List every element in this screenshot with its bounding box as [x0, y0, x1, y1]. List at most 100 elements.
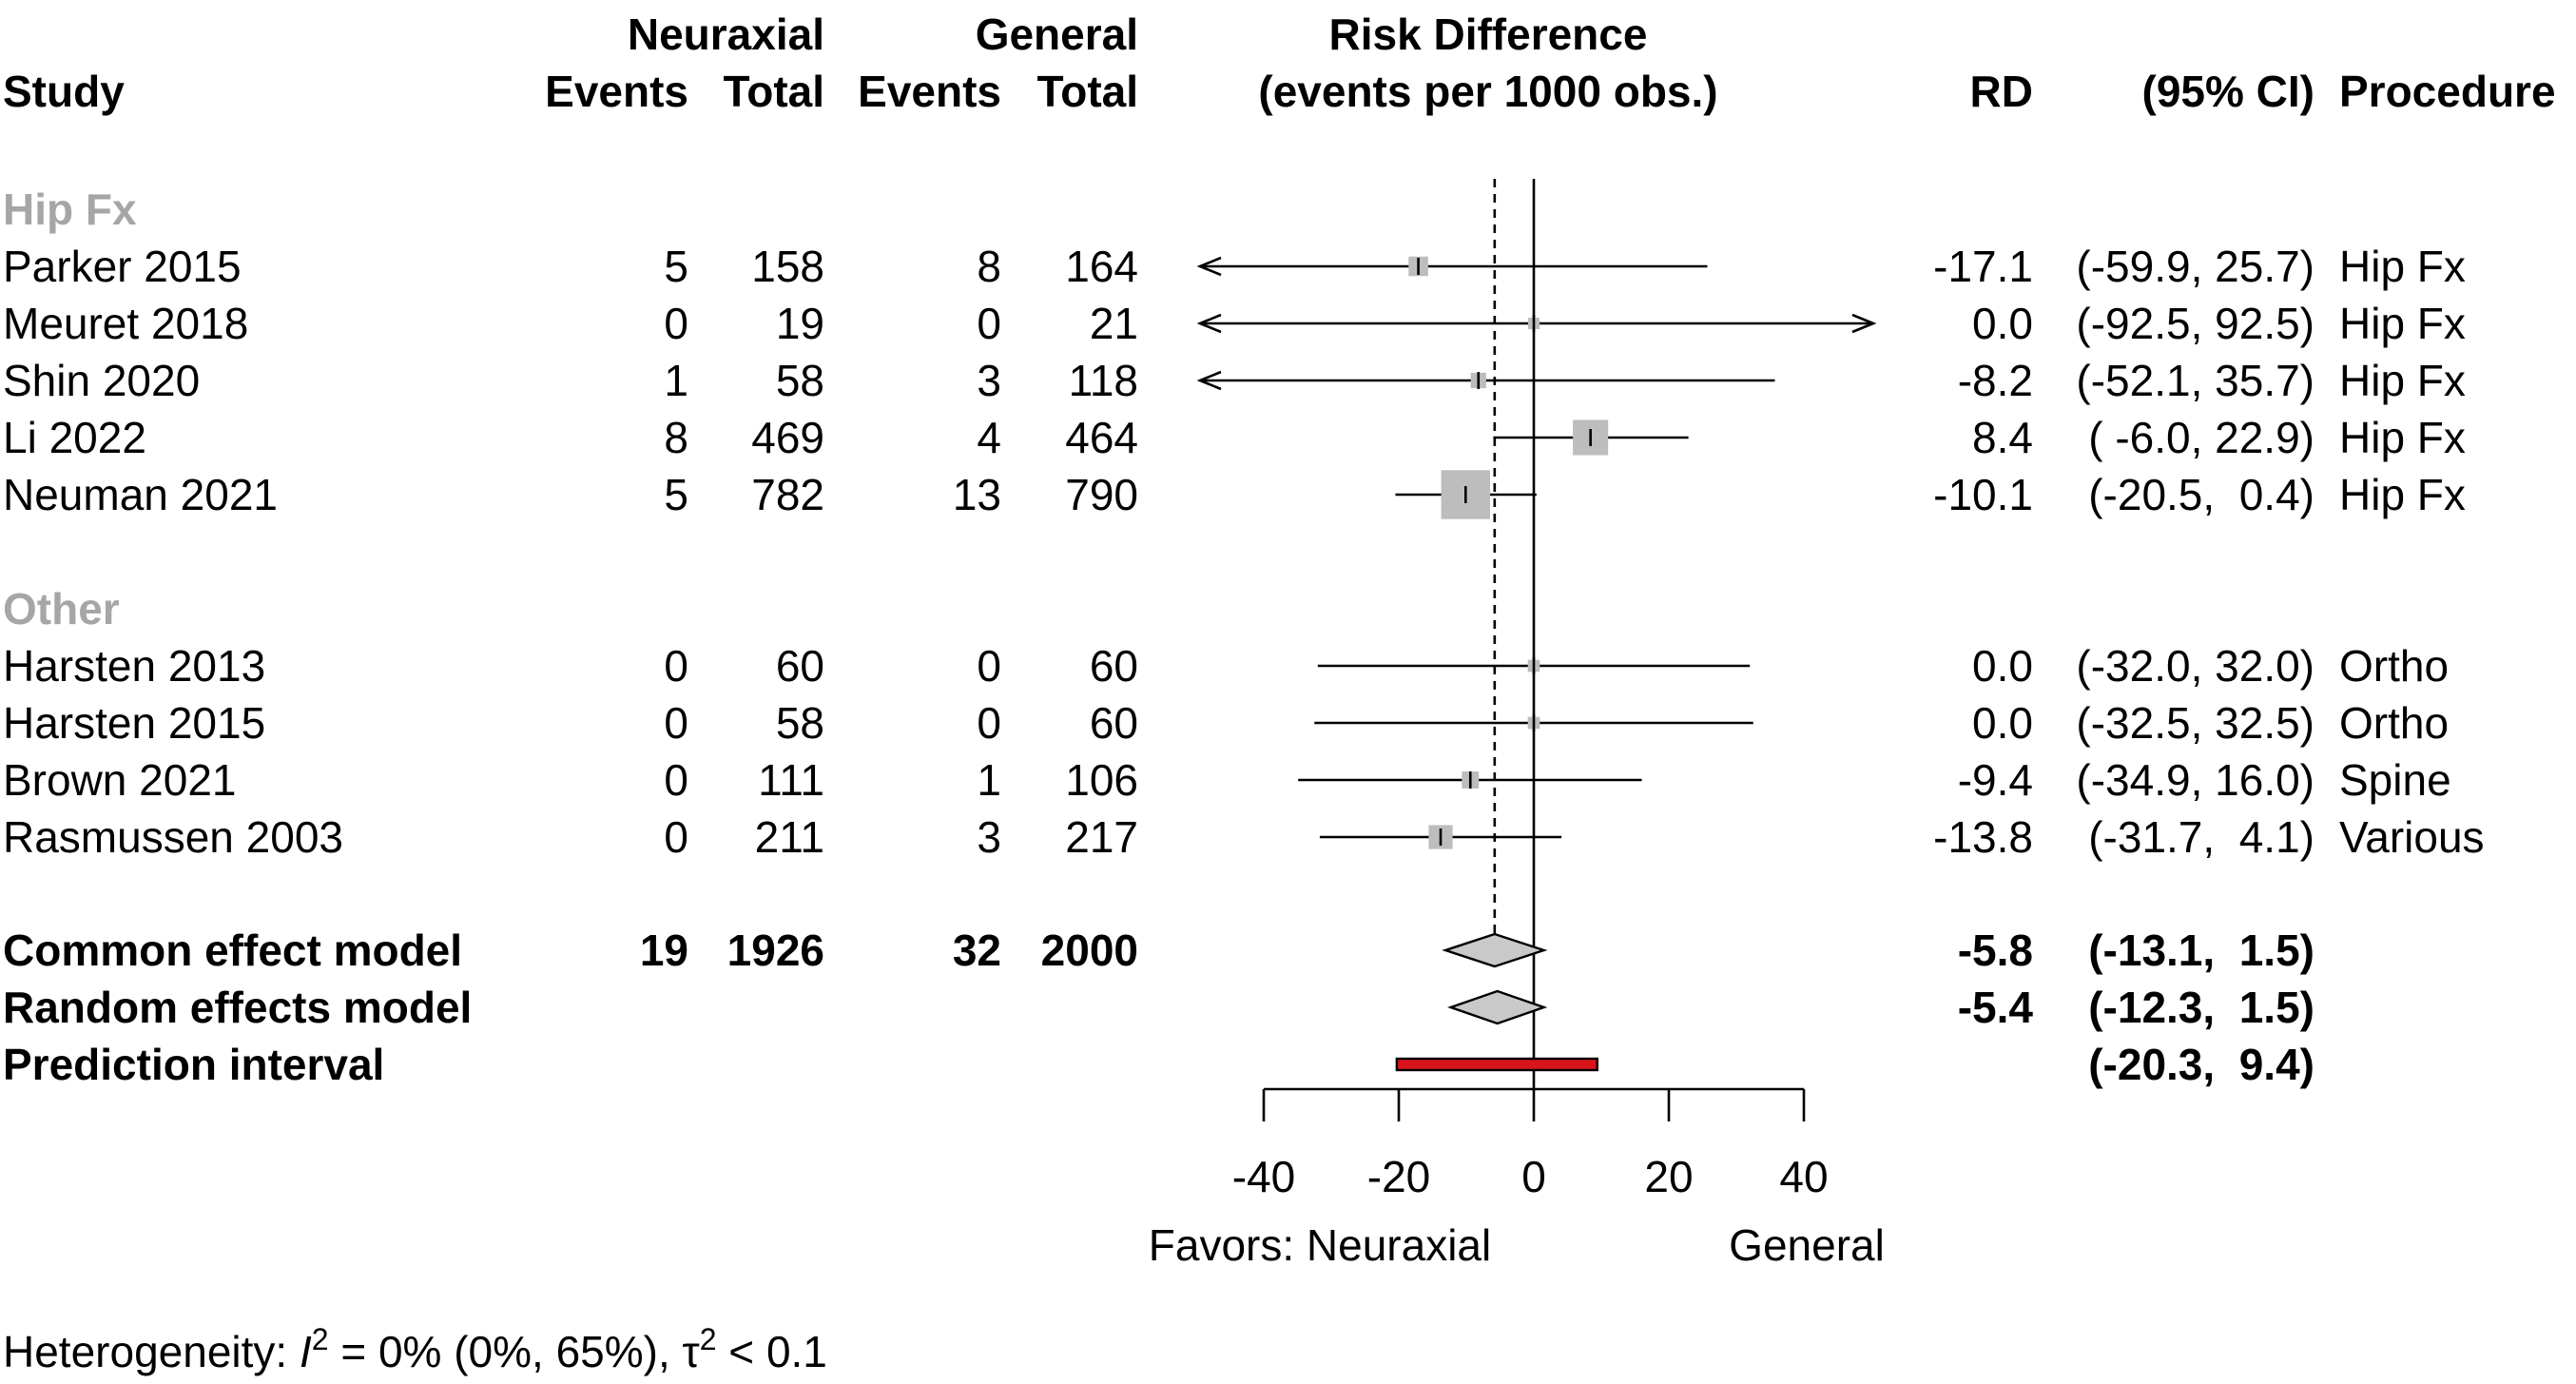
total-general: 60: [1090, 641, 1138, 691]
favors-right-label: General: [1729, 1220, 1885, 1270]
ci-value: ( -6.0, 22.9): [2088, 413, 2315, 462]
x-axis: -40 -20 0 20 40: [1232, 1087, 1829, 1201]
events-neuraxial: 0: [664, 812, 688, 862]
procedure-value: Ortho: [2339, 641, 2449, 691]
events-general: 3: [977, 812, 1001, 862]
rd-value: -9.4: [1958, 755, 2033, 805]
events-neuraxial: 8: [664, 413, 688, 462]
total-neuraxial: 111: [758, 755, 824, 805]
x-tick-label: -20: [1367, 1152, 1430, 1201]
subgroup-label: Hip Fx: [3, 185, 137, 234]
total-general: 790: [1065, 470, 1138, 519]
x-tick-label: 20: [1644, 1152, 1693, 1201]
rd-value: -8.2: [1958, 356, 2033, 405]
study-name: Parker 2015: [3, 242, 242, 291]
events-general: 0: [977, 641, 1001, 691]
common-events-neuraxial: 19: [640, 926, 688, 975]
random-rd-value: -5.4: [1958, 983, 2034, 1032]
x-tick-label: 0: [1521, 1152, 1546, 1201]
rd-value: -17.1: [1933, 242, 2033, 291]
header-group1: Neuraxial: [628, 10, 824, 59]
header-rd: RD: [1970, 67, 2033, 116]
header-events-2: Events: [858, 67, 1001, 116]
events-general: 8: [977, 242, 1001, 291]
total-neuraxial: 60: [776, 641, 824, 691]
header-total-1: Total: [724, 67, 824, 116]
ci-arrow-left: [1196, 313, 1222, 334]
study-name: Meuret 2018: [3, 299, 248, 348]
events-general: 13: [953, 470, 1001, 519]
total-general: 217: [1065, 812, 1138, 862]
procedure-value: Hip Fx: [2339, 413, 2466, 462]
ci-value: (-31.7, 4.1): [2088, 812, 2315, 862]
rd-value: 0.0: [1972, 641, 2033, 691]
rd-value: -10.1: [1933, 470, 2033, 519]
favors-left-label: Favors: Neuraxial: [1149, 1220, 1491, 1270]
ci-value: (-92.5, 92.5): [2076, 299, 2315, 348]
total-neuraxial: 158: [751, 242, 824, 291]
study-name: Harsten 2013: [3, 641, 265, 691]
common-rd-value: -5.8: [1958, 926, 2033, 975]
total-neuraxial: 58: [776, 356, 824, 405]
random-ci-value: (-12.3, 1.5): [2088, 983, 2315, 1032]
procedure-value: Ortho: [2339, 698, 2449, 748]
common-effect-diamond: [1442, 932, 1548, 968]
prediction-interval-bar: [1395, 1057, 1598, 1072]
total-neuraxial: 469: [751, 413, 824, 462]
total-general: 60: [1090, 698, 1138, 748]
x-tick-label: 40: [1779, 1152, 1828, 1201]
study-name: Neuman 2021: [3, 470, 278, 519]
random-model-label: Random effects model: [3, 983, 472, 1032]
study-name: Brown 2021: [3, 755, 237, 805]
header-procedure: Procedure: [2339, 67, 2556, 116]
total-general: 118: [1069, 356, 1138, 405]
common-total-neuraxial: 1926: [727, 926, 824, 975]
events-general: 4: [977, 413, 1001, 462]
ci-arrow-right: [1851, 313, 1877, 334]
rd-value: -13.8: [1933, 812, 2033, 862]
ci-value: (-34.9, 16.0): [2076, 755, 2315, 805]
common-model-label: Common effect model: [3, 926, 462, 975]
procedure-value: Hip Fx: [2339, 299, 2466, 348]
total-neuraxial: 782: [751, 470, 824, 519]
ci-value: (-32.5, 32.5): [2076, 698, 2315, 748]
ci-arrow-left: [1196, 256, 1222, 277]
events-general: 1: [977, 755, 1001, 805]
total-neuraxial: 19: [776, 299, 824, 348]
ci-value: (-32.0, 32.0): [2076, 641, 2315, 691]
procedure-value: Hip Fx: [2339, 242, 2466, 291]
x-tick-label: -40: [1232, 1152, 1295, 1201]
rd-value: 0.0: [1972, 299, 2033, 348]
total-neuraxial: 58: [776, 698, 824, 748]
total-general: 106: [1065, 755, 1138, 805]
common-events-general: 32: [953, 926, 1001, 975]
procedure-value: Hip Fx: [2339, 356, 2466, 405]
header-study: Study: [3, 67, 125, 116]
ci-value: (-59.9, 25.7): [2076, 242, 2315, 291]
events-neuraxial: 1: [664, 356, 688, 405]
events-neuraxial: 0: [664, 698, 688, 748]
total-general: 164: [1065, 242, 1138, 291]
header-group2: General: [976, 10, 1138, 59]
events-general: 0: [977, 698, 1001, 748]
events-neuraxial: 0: [664, 299, 688, 348]
heterogeneity-text: Heterogeneity: I2 = 0% (0%, 65%), τ2 < 0…: [3, 1322, 827, 1376]
header-plot-title: Risk Difference: [1329, 10, 1648, 59]
study-name: Rasmussen 2003: [3, 812, 343, 862]
study-name: Li 2022: [3, 413, 146, 462]
header-ci: (95% CI): [2142, 67, 2315, 116]
events-general: 3: [977, 356, 1001, 405]
ci-arrow-left: [1196, 370, 1222, 391]
rd-value: 0.0: [1972, 698, 2033, 748]
ci-value: (-20.5, 0.4): [2088, 470, 2315, 519]
common-total-general: 2000: [1041, 926, 1138, 975]
prediction-interval-label: Prediction interval: [3, 1040, 384, 1089]
header-total-2: Total: [1037, 67, 1138, 116]
study-name: Shin 2020: [3, 356, 200, 405]
ci-value: (-52.1, 35.7): [2076, 356, 2315, 405]
events-neuraxial: 0: [664, 755, 688, 805]
subgroup-label: Other: [3, 584, 120, 634]
rd-value: 8.4: [1972, 413, 2033, 462]
